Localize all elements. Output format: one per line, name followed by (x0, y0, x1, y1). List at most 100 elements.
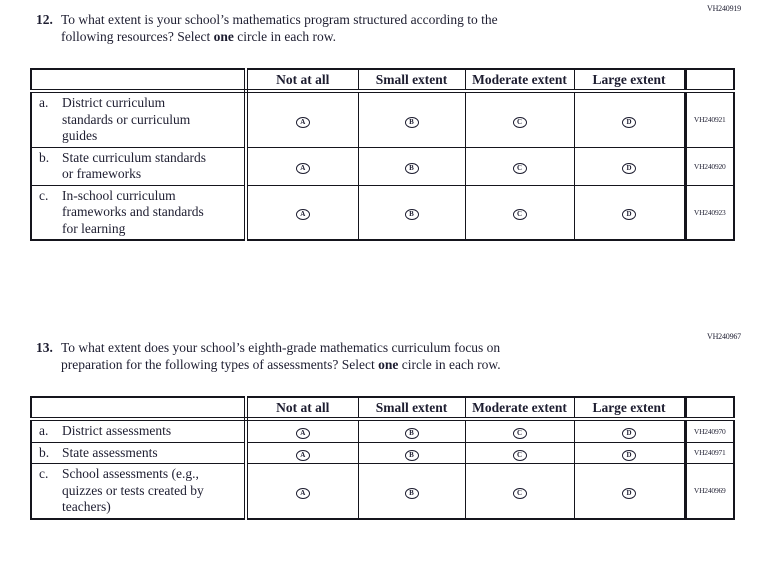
column-header-not-at-all: Not at all (245, 68, 359, 93)
answer-circle-c[interactable]: C (512, 209, 527, 221)
row-letter: b. (39, 149, 50, 165)
answer-circle-c[interactable]: C (512, 163, 527, 174)
question-13-prompt: 13. To what extent does your school’s ei… (36, 340, 758, 373)
option-cell-d: D (573, 184, 686, 241)
answer-circle-a[interactable]: A (295, 428, 310, 440)
table-row-a: a. District assessments A B C D VH240970 (30, 418, 735, 443)
row-letter: a. (39, 95, 49, 110)
option-cell-b: B (357, 146, 466, 186)
question-12-number: 12. (36, 12, 53, 27)
question-13-text: To what extent does your school’s eighth… (61, 340, 501, 373)
answer-circle-c[interactable]: C (512, 449, 527, 461)
table-row-c: c. In-school curriculum frameworks and st… (30, 184, 735, 241)
row-label-cell: b. State curriculum standards or framewor… (30, 146, 248, 186)
option-cell-a: A (245, 90, 359, 148)
header-code-cell (683, 68, 735, 93)
column-header-large-extent: Large extent (573, 68, 686, 93)
answer-circle-a[interactable]: A (295, 163, 310, 174)
question-12-bold-word: one (213, 28, 234, 44)
question-12-text-line2: following resources? Select one circle i… (61, 29, 498, 46)
answer-circle-b[interactable]: B (404, 449, 419, 461)
answer-circle-a[interactable]: A (295, 116, 310, 128)
option-cell-b: B (357, 418, 466, 443)
row-label: School assessments (e.g., quizzes or tes… (62, 466, 204, 514)
table-row-c: c. School assessments (e.g., quizzes or t… (30, 463, 735, 519)
question-13-item-code: VH240967 (707, 332, 741, 341)
answer-circle-b[interactable]: B (404, 163, 419, 174)
question-12-prompt: 12. To what extent is your school’s math… (36, 12, 758, 45)
option-cell-d: D (573, 418, 686, 443)
row-label: District assessments (62, 423, 172, 438)
option-cell-d: D (573, 146, 686, 186)
answer-circle-d[interactable]: D (622, 487, 636, 499)
row-label-cell: a. District curriculum standards or curri… (30, 90, 248, 148)
answer-circle-c[interactable]: C (512, 116, 527, 128)
option-cell-b: B (357, 184, 466, 241)
option-cell-a: A (245, 146, 359, 186)
answer-circle-d[interactable]: D (622, 428, 636, 440)
answer-circle-b[interactable]: B (404, 428, 419, 440)
answer-circle-d[interactable]: D (622, 163, 636, 174)
header-row: Not at all Small extent Moderate extent Lar… (30, 68, 735, 93)
option-cell-b: B (357, 463, 466, 519)
row-item-code: VH240971 (683, 441, 735, 464)
option-cell-d: D (573, 441, 686, 464)
row-letter: b. (39, 444, 50, 460)
question-13-bold-word: one (378, 356, 399, 372)
row-item-code: VH240921 (683, 90, 735, 148)
answer-circle-b[interactable]: B (404, 487, 419, 499)
option-cell-c: C (464, 184, 575, 241)
row-item-code: VH240970 (683, 418, 735, 443)
question-13-line2-pre: preparation for the following types of a… (61, 356, 379, 372)
question-12-text: To what extent is your school’s mathemat… (61, 12, 498, 45)
row-letter: a. (39, 423, 49, 438)
answer-circle-a[interactable]: A (295, 487, 310, 499)
column-header-moderate-extent: Moderate extent (464, 396, 575, 421)
row-label: State curriculum standards or frameworks (62, 149, 206, 182)
option-cell-a: A (245, 441, 359, 464)
row-label-cell: c. In-school curriculum frameworks and st… (30, 184, 248, 241)
answer-circle-c[interactable]: C (512, 428, 527, 440)
table-row-a: a. District curriculum standards or curri… (30, 90, 735, 148)
option-cell-b: B (357, 90, 466, 148)
answer-circle-d[interactable]: D (622, 116, 636, 128)
row-label: District curriculum standards or curricu… (62, 95, 191, 143)
option-cell-b: B (357, 441, 466, 464)
option-cell-d: D (573, 90, 686, 148)
row-label: State assessments (62, 444, 158, 460)
question-12-text-line1: To what extent is your school’s mathemat… (61, 12, 498, 27)
table-row-b: b. State curriculum standards or framewor… (30, 146, 735, 186)
answer-circle-d[interactable]: D (622, 209, 636, 221)
option-cell-d: D (573, 463, 686, 519)
question-13-text-line1: To what extent does your school’s eighth… (61, 340, 501, 355)
question-12: VH240919 12. To what extent is your scho… (0, 4, 758, 241)
answer-circle-a[interactable]: A (295, 449, 310, 461)
question-13-number: 13. (36, 340, 53, 355)
answer-circle-b[interactable]: B (404, 209, 419, 221)
row-item-code: VH240969 (683, 463, 735, 519)
answer-circle-d[interactable]: D (622, 449, 636, 461)
option-cell-c: C (464, 463, 575, 519)
option-cell-a: A (245, 418, 359, 443)
question-13-text-line2: preparation for the following types of a… (61, 357, 501, 374)
header-code-cell (683, 396, 735, 421)
answer-circle-b[interactable]: B (404, 116, 419, 128)
row-item-code: VH240923 (683, 184, 735, 241)
option-cell-c: C (464, 146, 575, 186)
question-13-line2-post: circle in each row. (398, 356, 501, 372)
header-blank-cell (30, 396, 248, 421)
row-label-cell: a. District assessments (30, 418, 248, 443)
column-header-large-extent: Large extent (573, 396, 686, 421)
answer-circle-c[interactable]: C (512, 487, 527, 499)
row-item-code: VH240920 (683, 146, 735, 186)
answer-circle-a[interactable]: A (295, 209, 310, 221)
question-13-response-table: Not at all Small extent Moderate extent Lar… (30, 396, 735, 520)
table-row-b: b. State assessments A B C D VH240971 (30, 441, 735, 464)
question-13: VH240967 13. To what extent does your sc… (0, 332, 758, 520)
row-letter: c. (39, 187, 49, 203)
header-blank-cell (30, 68, 248, 93)
question-12-item-code: VH240919 (707, 4, 741, 13)
row-label: In-school curriculum frameworks and stan… (62, 187, 204, 236)
option-cell-a: A (245, 184, 359, 241)
